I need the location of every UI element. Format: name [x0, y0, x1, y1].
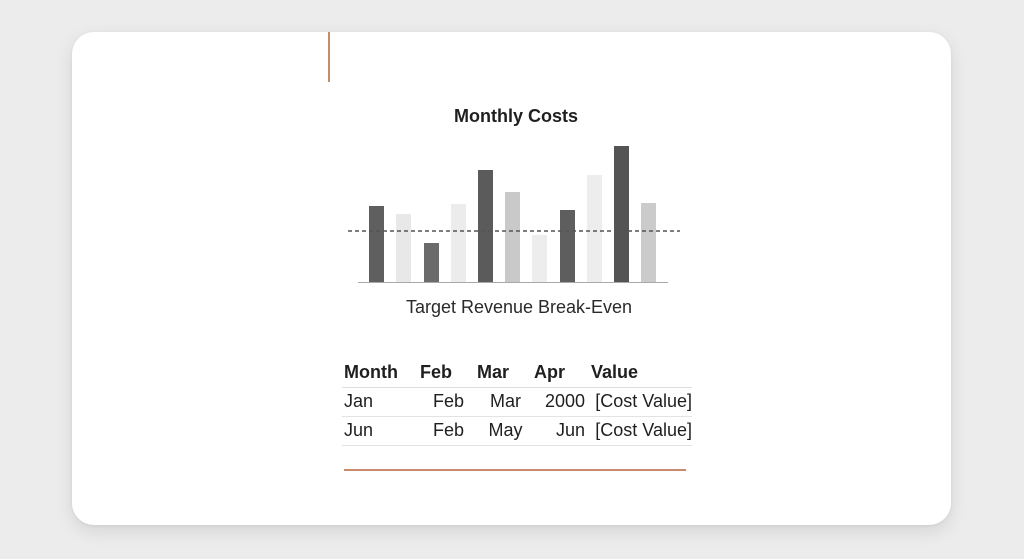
bar: [396, 214, 411, 282]
table-cell: 2000: [534, 387, 585, 417]
table-header: Mar: [477, 360, 534, 388]
table-cell: Jun: [534, 416, 585, 446]
bar: [505, 192, 520, 282]
table-header: Apr: [534, 360, 585, 388]
table-header: Value: [585, 360, 692, 388]
bar: [369, 206, 384, 282]
bar-chart: [348, 146, 680, 283]
bar: [478, 170, 493, 282]
table-cell: May: [477, 416, 534, 446]
table-cell: Jun: [342, 416, 420, 446]
cost-table: Month Feb Mar Apr Value Jan Feb Mar 2000…: [342, 360, 692, 446]
table-cell: Feb: [420, 387, 477, 417]
table-cell: Mar: [477, 387, 534, 417]
bar: [641, 203, 656, 282]
accent-divider-vertical: [328, 32, 330, 82]
table-header: Month: [342, 360, 420, 388]
table-row: Jun Feb May Jun [Cost Value]: [342, 416, 692, 446]
accent-divider-horizontal: [344, 469, 686, 471]
bar: [560, 210, 575, 282]
table-cell: Jan: [342, 387, 420, 417]
bar: [424, 243, 439, 282]
table-header: Feb: [420, 360, 477, 388]
bar: [451, 204, 466, 282]
table-header-row: Month Feb Mar Apr Value: [342, 360, 692, 388]
chart-title: Monthly Costs: [454, 106, 578, 126]
table-row: Jan Feb Mar 2000 [Cost Value]: [342, 387, 692, 417]
chart-card: Monthly Costs Target Revenue Break-Even …: [72, 32, 951, 525]
bar: [614, 146, 629, 282]
chart-caption: Target Revenue Break-Even: [405, 297, 633, 317]
table-cell: Feb: [420, 416, 477, 446]
table-cell: [Cost Value]: [585, 387, 692, 417]
table-cell: [Cost Value]: [585, 416, 692, 446]
bar: [587, 175, 602, 282]
bar: [532, 235, 547, 282]
